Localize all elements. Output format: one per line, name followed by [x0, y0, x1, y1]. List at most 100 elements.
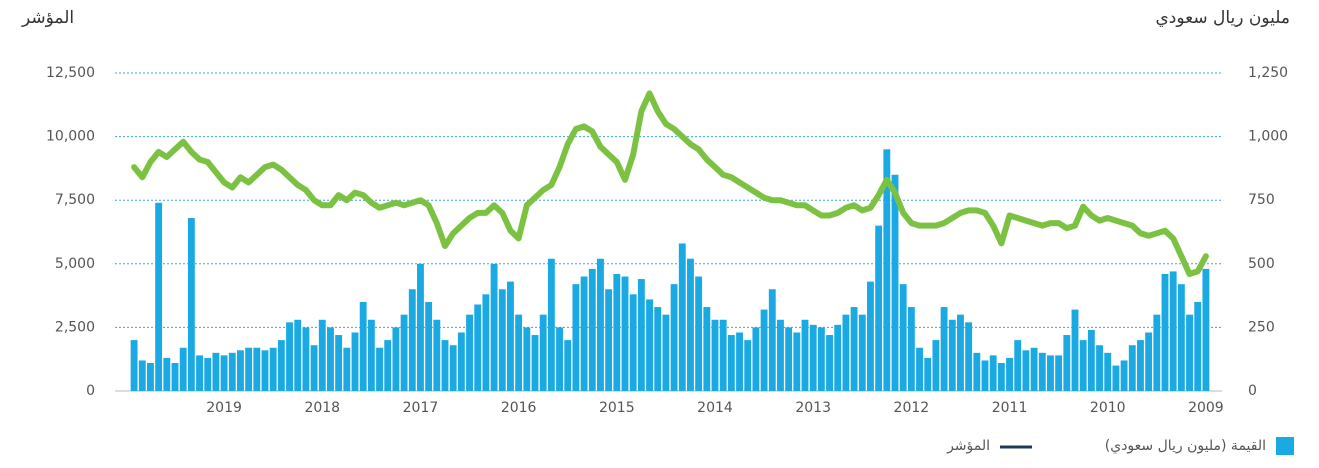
bar — [302, 327, 310, 391]
bar — [498, 289, 506, 391]
bar — [687, 258, 694, 391]
bar — [351, 332, 359, 391]
bar — [1079, 340, 1087, 391]
y-tick-label: 10,000 — [46, 129, 95, 145]
bar — [1161, 273, 1169, 391]
bar — [1137, 340, 1144, 391]
bar — [768, 289, 776, 391]
bar — [744, 340, 752, 391]
bar — [212, 352, 220, 391]
bar — [875, 225, 883, 391]
bar — [228, 352, 236, 391]
y-tick-label: 7,500 — [55, 192, 95, 208]
bar — [449, 345, 457, 391]
bar — [367, 319, 375, 391]
bar — [654, 307, 662, 391]
bar — [310, 345, 318, 391]
bar — [531, 335, 539, 391]
bar — [899, 284, 907, 391]
x-tick-label: 2009 — [1188, 400, 1224, 416]
bar — [883, 149, 891, 391]
bar — [662, 314, 670, 391]
bar — [621, 276, 629, 391]
bar — [1006, 357, 1013, 391]
bar — [155, 202, 163, 391]
index-line — [131, 90, 1209, 277]
bar — [1022, 350, 1030, 391]
bar — [989, 355, 997, 391]
bar — [277, 340, 285, 391]
legend-label: المؤشر — [946, 438, 990, 454]
bar — [564, 340, 572, 391]
bar — [785, 327, 793, 391]
bar — [629, 294, 637, 391]
y-tick-label: 2,500 — [55, 319, 95, 335]
bar — [269, 347, 277, 391]
bar — [376, 347, 383, 391]
bar — [1104, 352, 1112, 391]
bar — [646, 299, 653, 391]
bar — [727, 335, 735, 391]
bar — [997, 363, 1005, 391]
bar — [858, 314, 866, 391]
bar — [253, 347, 261, 391]
bar — [760, 309, 768, 391]
bar — [842, 314, 850, 391]
bar — [1186, 314, 1193, 391]
bar — [187, 218, 195, 391]
bar — [1063, 335, 1071, 391]
bar — [441, 340, 449, 391]
bar — [1038, 352, 1046, 391]
bar — [981, 360, 989, 391]
y2-tick-label: 0 — [1248, 383, 1257, 399]
bar — [1087, 329, 1095, 391]
bar — [171, 363, 179, 391]
bar — [1030, 347, 1038, 391]
bar — [834, 324, 842, 391]
bar — [801, 319, 809, 391]
bar — [204, 357, 212, 391]
bar — [940, 307, 948, 391]
bar — [286, 322, 293, 391]
bar — [736, 332, 743, 391]
bar — [138, 360, 146, 391]
x-tick-label: 2013 — [795, 400, 831, 416]
bar — [327, 327, 334, 391]
bar — [793, 332, 801, 391]
bar — [547, 258, 555, 391]
bar — [466, 314, 473, 391]
bar — [400, 314, 408, 391]
bar — [433, 319, 441, 391]
y2-axis-label: مليون ريال سعودي — [1155, 8, 1290, 28]
x-tick-label: 2018 — [304, 400, 340, 416]
legend-label: القيمة (مليون ريال سعودي) — [1105, 438, 1266, 454]
bar — [261, 350, 269, 391]
bar — [220, 355, 228, 391]
bar — [408, 289, 416, 391]
bar — [1071, 309, 1079, 391]
bar — [572, 284, 580, 391]
bar — [359, 301, 367, 391]
bar — [392, 327, 400, 391]
bar — [515, 314, 523, 391]
bar — [711, 319, 719, 391]
bar — [613, 273, 621, 391]
x-tick-label: 2011 — [992, 400, 1028, 416]
bar — [580, 276, 588, 391]
bar — [1055, 355, 1063, 391]
x-tick-label: 2014 — [697, 400, 733, 416]
y-tick-label: 5,000 — [55, 256, 95, 272]
bar — [605, 289, 613, 391]
bar — [457, 332, 465, 391]
bar — [1194, 301, 1202, 391]
bar — [343, 347, 351, 391]
bar — [523, 327, 531, 391]
bar — [907, 307, 915, 391]
bar — [637, 279, 645, 391]
bar — [1047, 355, 1054, 391]
bar — [147, 363, 154, 391]
x-tick-label: 2016 — [501, 400, 537, 416]
y2-tick-label: 250 — [1248, 319, 1275, 335]
bar — [1169, 271, 1177, 391]
bar — [1145, 332, 1153, 391]
